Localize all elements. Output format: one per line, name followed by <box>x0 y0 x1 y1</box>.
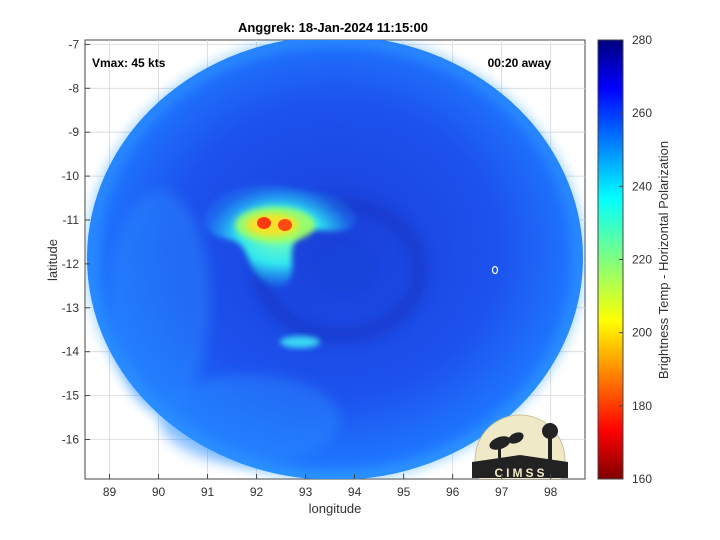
vmax-label: Vmax: 45 kts <box>92 56 166 70</box>
y-tick-label: -14 <box>62 345 80 359</box>
x-tick-label: 96 <box>446 485 460 499</box>
x-tick-label: 97 <box>495 485 509 499</box>
x-tick-label: 93 <box>299 485 313 499</box>
small-cluster <box>280 336 320 348</box>
x-axis-ticks: 89 90 91 92 93 94 95 96 97 98 <box>103 474 558 499</box>
y-tick-label: -16 <box>62 432 80 446</box>
y-axis-label: latitude <box>45 239 60 281</box>
y-tick-label: -12 <box>62 257 80 271</box>
hot-spot-2 <box>278 219 292 231</box>
colorbar-tick-label: 160 <box>632 472 652 486</box>
x-tick-label: 91 <box>201 485 215 499</box>
chart-title: Anggrek: 18-Jan-2024 11:15:00 <box>238 20 428 35</box>
colorbar-tick-label: 180 <box>632 399 652 413</box>
eye-region <box>315 244 375 292</box>
logo-dish-1 <box>489 436 511 450</box>
colorbar-label: Brightness Temp - Horizontal Polarizatio… <box>656 141 671 379</box>
west-lighter-region <box>110 190 210 410</box>
logo-dish-2 <box>508 432 524 444</box>
y-tick-label: -13 <box>62 301 80 315</box>
south-lighter-region <box>160 375 340 465</box>
x-tick-label: 89 <box>103 485 117 499</box>
colorbar-tick-label: 260 <box>632 106 652 120</box>
y-tick-label: -10 <box>62 169 80 183</box>
y-axis-ticks: -7 -8 -9 -10 -11 -12 -13 -14 -15 -16 <box>62 37 90 446</box>
y-tick-label: -11 <box>63 213 80 227</box>
x-tick-label: 98 <box>544 485 558 499</box>
satellite-swath <box>86 40 584 479</box>
cimss-logo: CIMSS <box>472 414 568 480</box>
colorbar-ticks: 280 260 240 220 200 180 160 <box>619 33 652 486</box>
y-tick-label: -8 <box>68 81 79 95</box>
y-tick-label: -15 <box>62 389 80 403</box>
x-tick-label: 94 <box>348 485 362 499</box>
y-tick-label: -9 <box>68 125 79 139</box>
logo-ground <box>472 455 568 478</box>
logo-tower-tank <box>542 423 558 439</box>
hot-spot-1 <box>257 217 271 229</box>
logo-tower-leg <box>548 438 552 460</box>
x-tick-label: 90 <box>152 485 166 499</box>
time-away-label: 00:20 away <box>488 56 552 70</box>
swath-outer-ring <box>86 40 584 479</box>
logo-dish-1-stand <box>498 446 501 458</box>
colorbar-tick-label: 240 <box>632 179 652 193</box>
x-tick-label: 92 <box>250 485 264 499</box>
y-tick-label: -7 <box>68 37 79 51</box>
x-axis-label: longitude <box>309 501 362 516</box>
colorbar-tick-label: 280 <box>632 33 652 47</box>
east-marker <box>491 265 499 275</box>
colorbar-tick-label: 200 <box>632 326 652 340</box>
colorbar <box>597 39 624 480</box>
x-tick-label: 95 <box>397 485 411 499</box>
colorbar-tick-label: 220 <box>632 253 652 267</box>
logo-text: CIMSS <box>494 466 547 480</box>
